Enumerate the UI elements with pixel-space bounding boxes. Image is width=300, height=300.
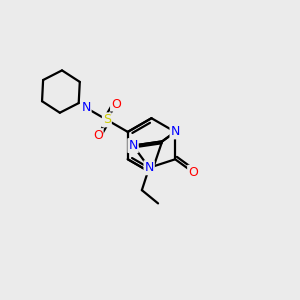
Text: O: O xyxy=(188,166,198,179)
Text: O: O xyxy=(111,98,121,110)
Text: N: N xyxy=(81,101,91,114)
Text: S: S xyxy=(103,113,111,126)
Text: N: N xyxy=(128,139,138,152)
Text: N: N xyxy=(145,161,154,174)
Text: N: N xyxy=(170,125,180,138)
Text: O: O xyxy=(93,129,103,142)
